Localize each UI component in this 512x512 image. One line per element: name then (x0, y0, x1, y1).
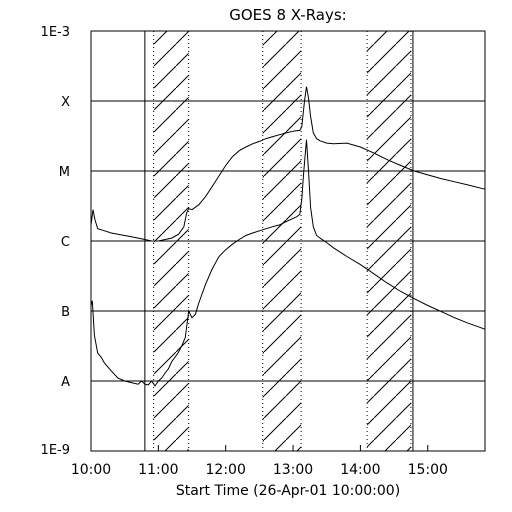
x-tick-label-0: 10:00 (71, 462, 111, 478)
y-tick-label-3: C (61, 235, 70, 250)
y-axis-labels: 1E-3 X M C B A 1E-9 (41, 25, 71, 458)
y-tick-label-2: M (59, 165, 70, 180)
x-tick-label-4: 14:00 (340, 462, 380, 478)
y-tick-label-1: X (61, 95, 70, 110)
y-tick-label-6: 1E-9 (41, 443, 70, 458)
vertical-markers (144, 31, 414, 451)
series-line-1 (90, 139, 486, 387)
x-tick-label-1: 11:00 (138, 462, 178, 478)
y-tick-label-0: 1E-3 (41, 25, 70, 40)
series-line-0 (90, 86, 486, 242)
x-tick-label-5: 15:00 (408, 462, 448, 478)
x-tick-label-3: 13:00 (273, 462, 313, 478)
flux-series (90, 86, 486, 387)
chart-title: GOES 8 X-Rays: (229, 6, 346, 24)
x-axis-label: Start Time (26-Apr-01 10:00:00) (176, 483, 400, 499)
x-axis-ticks: 10:00 11:00 12:00 13:00 14:00 15:00 (71, 445, 448, 478)
plot-frame (90, 30, 486, 452)
x-tick-label-2: 12:00 (206, 462, 246, 478)
y-tick-label-4: B (61, 305, 70, 320)
y-tick-label-5: A (61, 375, 70, 390)
